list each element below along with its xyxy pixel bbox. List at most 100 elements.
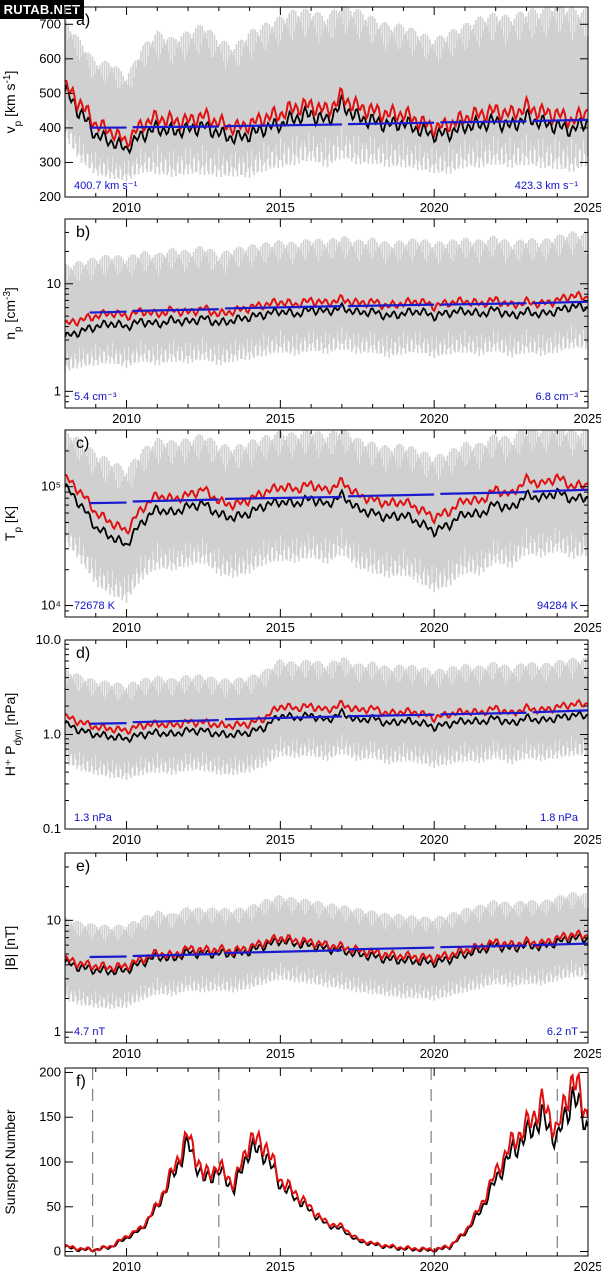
x-tick-label: 2015 bbox=[266, 200, 295, 215]
x-tick-label: 2025 bbox=[574, 832, 601, 847]
y-tick-label: 0 bbox=[54, 1244, 61, 1259]
trend-segment bbox=[348, 493, 435, 498]
panel-e: 1 10 2010 2015 2020 2025 e) |B| [nT] 4.7 nT 6.2 n… bbox=[2, 852, 601, 1061]
y-tick-label: 1 bbox=[54, 383, 61, 398]
x-tick-label: 2025 bbox=[574, 1046, 601, 1061]
trend-segment bbox=[440, 711, 527, 716]
trend-segment bbox=[532, 488, 588, 493]
trend-segment bbox=[89, 722, 127, 725]
observed-line bbox=[65, 82, 588, 155]
trend-segment bbox=[89, 310, 127, 314]
trend-segment bbox=[440, 491, 527, 495]
x-tick-label: 2025 bbox=[574, 620, 601, 635]
panel-b: 1 10 2010 2015 2020 2025 b) np [cm-3] 5.4 cm⁻³ 6.… bbox=[2, 218, 601, 426]
x-tick-label: 2015 bbox=[266, 832, 295, 847]
x-tick-label: 2025 bbox=[574, 200, 601, 215]
plot-area-b bbox=[65, 231, 588, 373]
watermark-badge: RUTAB.NET bbox=[0, 0, 84, 19]
y-axis-label: |B| [nT] bbox=[2, 926, 18, 971]
y-axis-label: vp [km s-1] bbox=[2, 71, 24, 134]
panel-label: a) bbox=[76, 12, 90, 29]
trend-segment bbox=[532, 942, 588, 947]
panel-label: e) bbox=[76, 858, 90, 875]
plot-frame bbox=[64, 429, 589, 618]
y-tick-label: 10⁴ bbox=[41, 597, 61, 612]
y-tick-label: 10⁵ bbox=[41, 479, 61, 494]
annotation-left: 72678 K bbox=[74, 600, 116, 612]
model-line bbox=[65, 290, 588, 328]
annotation-left: 4.7 nT bbox=[74, 1026, 105, 1038]
x-tick-label: 2025 bbox=[574, 1259, 601, 1274]
y-tick-label: 300 bbox=[39, 154, 61, 169]
plot-area-c bbox=[65, 430, 588, 603]
x-tick-label: 2025 bbox=[574, 411, 601, 426]
x-tick-label: 2015 bbox=[266, 411, 295, 426]
model-line bbox=[65, 1071, 588, 1253]
plot-frame bbox=[64, 218, 589, 409]
annotation-right: 6.2 nT bbox=[547, 1026, 578, 1038]
panel-label: c) bbox=[76, 435, 89, 452]
x-tick-label: 2015 bbox=[266, 620, 295, 635]
panel-label: b) bbox=[76, 224, 90, 241]
y-tick-label: 200 bbox=[39, 189, 61, 204]
x-tick-label: 2010 bbox=[112, 200, 141, 215]
x-tick-label: 2010 bbox=[112, 832, 141, 847]
plot-frame bbox=[64, 6, 589, 198]
y-tick-label: 100 bbox=[39, 1154, 61, 1169]
annotation-right: 6.8 cm⁻³ bbox=[536, 391, 579, 403]
plot-area-d bbox=[65, 657, 588, 780]
x-tick-label: 2020 bbox=[420, 1046, 449, 1061]
trend-segment bbox=[224, 715, 342, 721]
plot-area-a bbox=[65, 7, 588, 182]
annotation-left: 5.4 cm⁻³ bbox=[74, 391, 117, 403]
trend-segment bbox=[440, 944, 527, 949]
trend-segment bbox=[224, 949, 342, 955]
x-tick-label: 2020 bbox=[420, 1259, 449, 1274]
observed-line bbox=[65, 933, 588, 976]
y-tick-label: 200 bbox=[39, 1064, 61, 1079]
trend-segment bbox=[224, 495, 342, 500]
x-tick-label: 2020 bbox=[420, 832, 449, 847]
trend-segment bbox=[224, 123, 342, 128]
panel-d: 0.1 1.0 10.0 2010 2015 2020 2025 d) H⁺ Pdyn [nPa… bbox=[2, 632, 601, 847]
model-line bbox=[65, 472, 588, 535]
trend-segment bbox=[132, 498, 219, 503]
x-tick-label: 2020 bbox=[420, 411, 449, 426]
plot-area-f bbox=[65, 1068, 588, 1256]
trend-segment bbox=[532, 709, 588, 714]
annotation-right: 1.8 nPa bbox=[540, 812, 579, 824]
annotation-right: 94284 K bbox=[537, 600, 579, 612]
y-tick-label: 50 bbox=[47, 1199, 61, 1214]
trend-segment bbox=[532, 118, 588, 123]
annotation-left: 1.3 nPa bbox=[74, 812, 113, 824]
trend-segment bbox=[348, 946, 435, 951]
y-axis-label: np [cm-3] bbox=[2, 287, 24, 340]
trend-segment bbox=[348, 713, 435, 718]
y-axis-label: H⁺ Pdyn [nPa] bbox=[2, 693, 24, 776]
y-tick-label: 1.0 bbox=[43, 727, 61, 742]
y-axis-label: Tp [K] bbox=[2, 506, 24, 541]
panel-c: 10⁴ 10⁵ 2010 2015 2020 2025 c) Tp [K] 72678 K 942… bbox=[2, 429, 601, 635]
x-tick-label: 2010 bbox=[112, 1259, 141, 1274]
trend-segment bbox=[132, 952, 219, 958]
x-tick-label: 2015 bbox=[266, 1259, 295, 1274]
trend-segment bbox=[532, 300, 588, 305]
y-tick-label: 700 bbox=[39, 16, 61, 31]
y-tick-label: 1 bbox=[54, 1024, 61, 1039]
plot-frame bbox=[64, 852, 589, 1044]
annotation-right: 423.3 km s⁻¹ bbox=[515, 180, 579, 192]
trend-segment bbox=[89, 501, 127, 505]
y-tick-label: 10 bbox=[47, 276, 61, 291]
panel-a: 200 300 400 500 600 700 2010 2015 2020 2025 a) vp [… bbox=[2, 6, 601, 215]
x-tick-label: 2010 bbox=[112, 620, 141, 635]
model-line bbox=[65, 80, 588, 149]
trend-segment bbox=[224, 304, 342, 310]
y-axis-label: Sunspot Number bbox=[2, 1109, 18, 1214]
trend-segment bbox=[132, 719, 219, 724]
panel-label: d) bbox=[76, 645, 90, 662]
y-tick-label: 10.0 bbox=[36, 632, 61, 647]
observed-line bbox=[65, 482, 588, 547]
panel-label: f) bbox=[76, 1073, 86, 1090]
trend-segment bbox=[348, 303, 435, 308]
